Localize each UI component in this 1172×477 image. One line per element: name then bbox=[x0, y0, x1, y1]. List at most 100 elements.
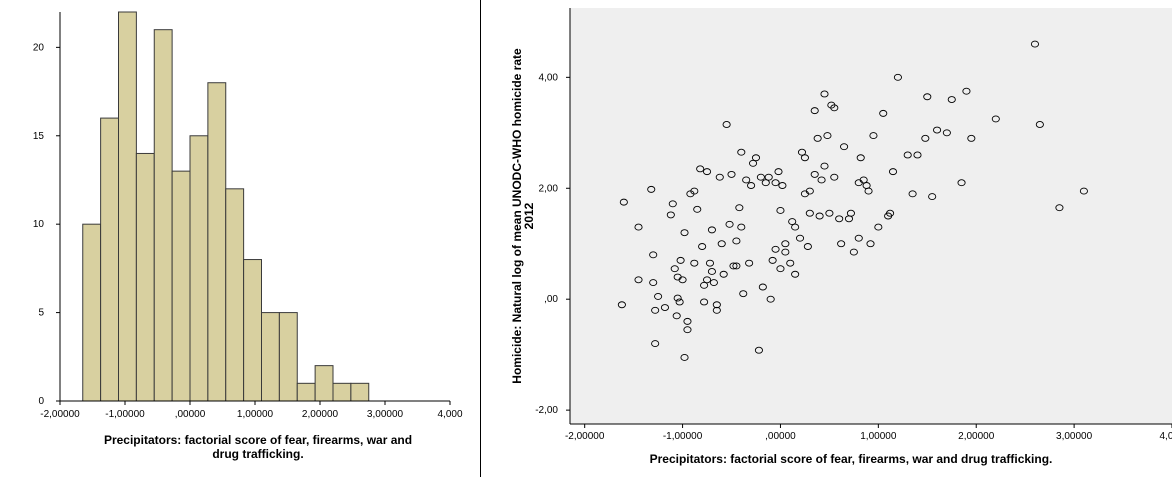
scatter-point bbox=[672, 312, 681, 320]
scatter-point bbox=[702, 276, 712, 284]
y-tick-label: 0 bbox=[38, 396, 44, 407]
scatter-point bbox=[805, 209, 814, 217]
scatter-point bbox=[680, 353, 689, 361]
x-tick-label: -1,00000 bbox=[663, 431, 703, 442]
scatter-point bbox=[835, 215, 844, 223]
scatter-point bbox=[678, 276, 687, 284]
panel-divider bbox=[480, 0, 481, 477]
x-tick-label: ,00000 bbox=[175, 409, 206, 420]
histogram-bar bbox=[100, 117, 119, 402]
scatter-point bbox=[1079, 187, 1088, 195]
scatter-point bbox=[647, 185, 656, 193]
scatter-point bbox=[778, 182, 787, 189]
histogram-bar bbox=[207, 82, 227, 402]
scatter-point bbox=[967, 134, 976, 142]
histogram-bar bbox=[332, 382, 352, 402]
scatter-point bbox=[908, 190, 917, 198]
scatter-point bbox=[776, 207, 785, 214]
scatter-point bbox=[675, 298, 684, 306]
x-tick-label: 2,00000 bbox=[302, 409, 339, 420]
scatter-point bbox=[854, 234, 863, 242]
scatter-point bbox=[774, 168, 783, 176]
histogram-bar bbox=[225, 188, 245, 402]
scatter-point bbox=[715, 173, 724, 181]
scatter-point bbox=[820, 162, 829, 170]
scatter-point bbox=[810, 107, 819, 115]
y-tick-label: ,00 bbox=[544, 294, 558, 305]
scatter-point bbox=[707, 268, 716, 275]
scatter-point bbox=[712, 306, 721, 314]
scatter-point bbox=[874, 223, 883, 231]
scatter-point bbox=[725, 220, 734, 228]
scatter-point bbox=[668, 200, 677, 208]
scatter-point bbox=[693, 205, 702, 213]
scatter-point bbox=[933, 126, 942, 134]
scatter-point bbox=[864, 187, 873, 195]
histogram-bar bbox=[296, 382, 316, 402]
scatter-point bbox=[888, 168, 898, 176]
scatter-point bbox=[791, 223, 800, 231]
scatter-point bbox=[676, 256, 685, 264]
scatter-point bbox=[670, 265, 679, 273]
scatter-point bbox=[764, 173, 773, 181]
scatter-point bbox=[957, 179, 966, 187]
scatter-point bbox=[991, 115, 1000, 123]
scatter-point bbox=[866, 240, 875, 248]
scatter-point bbox=[923, 93, 932, 101]
scatter-point bbox=[722, 121, 731, 128]
scatter-point bbox=[651, 340, 660, 348]
x-axis-label: Precipitators: factorial score of fear, … bbox=[650, 452, 1053, 466]
scatter-point bbox=[673, 294, 682, 302]
scatter-point bbox=[742, 176, 751, 184]
scatter-point bbox=[800, 154, 809, 162]
y-tick-label: -2,00 bbox=[535, 405, 558, 416]
y-tick-label: 10 bbox=[33, 219, 45, 230]
scatter-point bbox=[683, 326, 692, 334]
scatter-point bbox=[756, 173, 765, 181]
y-axis-label: Homicide: Natural log of mean UNODC-WHO … bbox=[510, 48, 536, 384]
scatter-point bbox=[781, 240, 790, 248]
scatter-point bbox=[766, 295, 775, 303]
scatter-point bbox=[815, 212, 824, 220]
x-tick-label: 4,000 bbox=[1159, 431, 1172, 442]
histogram-bar bbox=[135, 152, 155, 402]
y-tick-label: 20 bbox=[33, 42, 45, 53]
scatter-point bbox=[942, 129, 951, 137]
scatter-point bbox=[913, 151, 922, 159]
x-tick-label: ,00000 bbox=[765, 431, 796, 442]
scatter-point bbox=[921, 134, 930, 142]
scatter-point bbox=[696, 165, 705, 173]
scatter-point bbox=[768, 256, 777, 264]
scatter-point bbox=[810, 170, 819, 178]
scatter-point bbox=[683, 317, 692, 325]
scatter-point bbox=[846, 209, 855, 217]
scatter-point bbox=[825, 209, 834, 217]
scatter-point bbox=[649, 279, 658, 287]
scatter-point bbox=[737, 223, 746, 231]
scatter-point bbox=[729, 262, 738, 270]
scatter-point bbox=[690, 187, 699, 195]
scatter-point bbox=[886, 209, 895, 217]
y-tick-label: 2,00 bbox=[539, 183, 559, 194]
histogram-bar bbox=[82, 223, 102, 402]
scatter-point bbox=[830, 173, 839, 181]
scatter-point bbox=[1030, 40, 1040, 48]
scatter-point bbox=[805, 187, 814, 195]
scatter-point bbox=[856, 154, 865, 162]
x-tick-label: 3,00000 bbox=[1056, 431, 1093, 442]
scatter-point bbox=[727, 170, 736, 178]
scatter-point bbox=[654, 292, 663, 300]
plot-area-background bbox=[570, 8, 1172, 424]
scatter-point bbox=[651, 306, 660, 314]
scatter-point bbox=[698, 243, 707, 250]
scatter-point bbox=[732, 237, 741, 245]
scatter-point bbox=[754, 346, 763, 354]
histogram-bar bbox=[189, 135, 209, 402]
scatter-point bbox=[893, 73, 902, 81]
scatter-point bbox=[813, 134, 822, 142]
scatter-point bbox=[634, 276, 643, 284]
scatter-point bbox=[771, 245, 780, 253]
scatter-point bbox=[869, 132, 878, 140]
scatter-point bbox=[840, 143, 849, 151]
scatter-point bbox=[786, 259, 795, 267]
